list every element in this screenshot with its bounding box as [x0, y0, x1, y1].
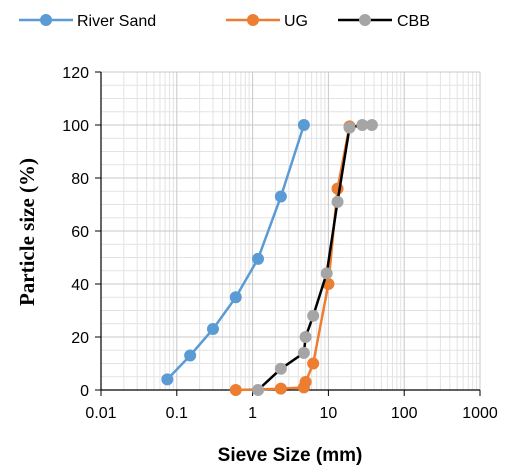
data-point-cbb	[320, 267, 333, 280]
y-tick-label: 120	[62, 65, 89, 82]
data-point-ug	[229, 384, 242, 396]
data-point-river-sand	[297, 119, 310, 131]
tick-labels: 0.01 0.1 1 10 100 1000 0 20 40 60 80 100 120	[62, 65, 498, 422]
data-point-river-sand	[229, 291, 242, 304]
data-point-river-sand	[206, 323, 219, 336]
legend-marker-ug	[247, 14, 259, 26]
legend-label-cbb: CBB	[397, 13, 430, 30]
data-point-ug	[307, 357, 320, 370]
data-point-river-sand	[252, 252, 265, 265]
x-axis-label: Sieve Size (mm)	[218, 445, 363, 466]
legend-label-ug: UG	[284, 13, 308, 30]
series-line-cbb	[257, 123, 372, 391]
x-tick-label: 1	[248, 405, 257, 422]
legend-label-river-sand: River Sand	[77, 13, 156, 30]
legend-marker-cbb	[359, 14, 371, 26]
x-tick-label: 100	[391, 405, 418, 422]
data-point-cbb	[307, 309, 320, 322]
legend-marker-river-sand	[40, 14, 52, 26]
x-tick-label: 10	[320, 405, 338, 422]
axes	[95, 71, 481, 396]
x-tick-label: 1000	[462, 405, 498, 422]
y-tick-label: 80	[71, 171, 89, 188]
data-point-ug	[274, 382, 287, 395]
y-tick-label: 20	[71, 330, 89, 347]
data-point-river-sand	[274, 190, 287, 203]
data-point-cbb	[331, 195, 344, 208]
x-tick-label: 0.1	[166, 405, 188, 422]
legend: River Sand UG CBB	[19, 13, 430, 30]
y-axis-label: Particle size (%)	[15, 158, 39, 306]
data-point-cbb	[297, 346, 310, 359]
y-tick-label: 100	[62, 118, 89, 135]
y-tick-label: 40	[71, 277, 89, 294]
plot-area	[161, 119, 378, 396]
y-tick-label: 60	[71, 224, 89, 241]
data-point-cbb	[343, 121, 356, 134]
data-point-cbb	[365, 119, 378, 131]
grid	[100, 71, 481, 391]
data-point-cbb	[274, 362, 287, 375]
x-tick-label: 0.01	[85, 405, 116, 422]
y-tick-label: 0	[80, 383, 89, 400]
data-point-cbb	[252, 384, 265, 396]
data-point-ug	[299, 376, 312, 389]
data-point-cbb	[299, 331, 312, 343]
data-point-river-sand	[161, 373, 174, 386]
data-point-river-sand	[184, 349, 197, 362]
